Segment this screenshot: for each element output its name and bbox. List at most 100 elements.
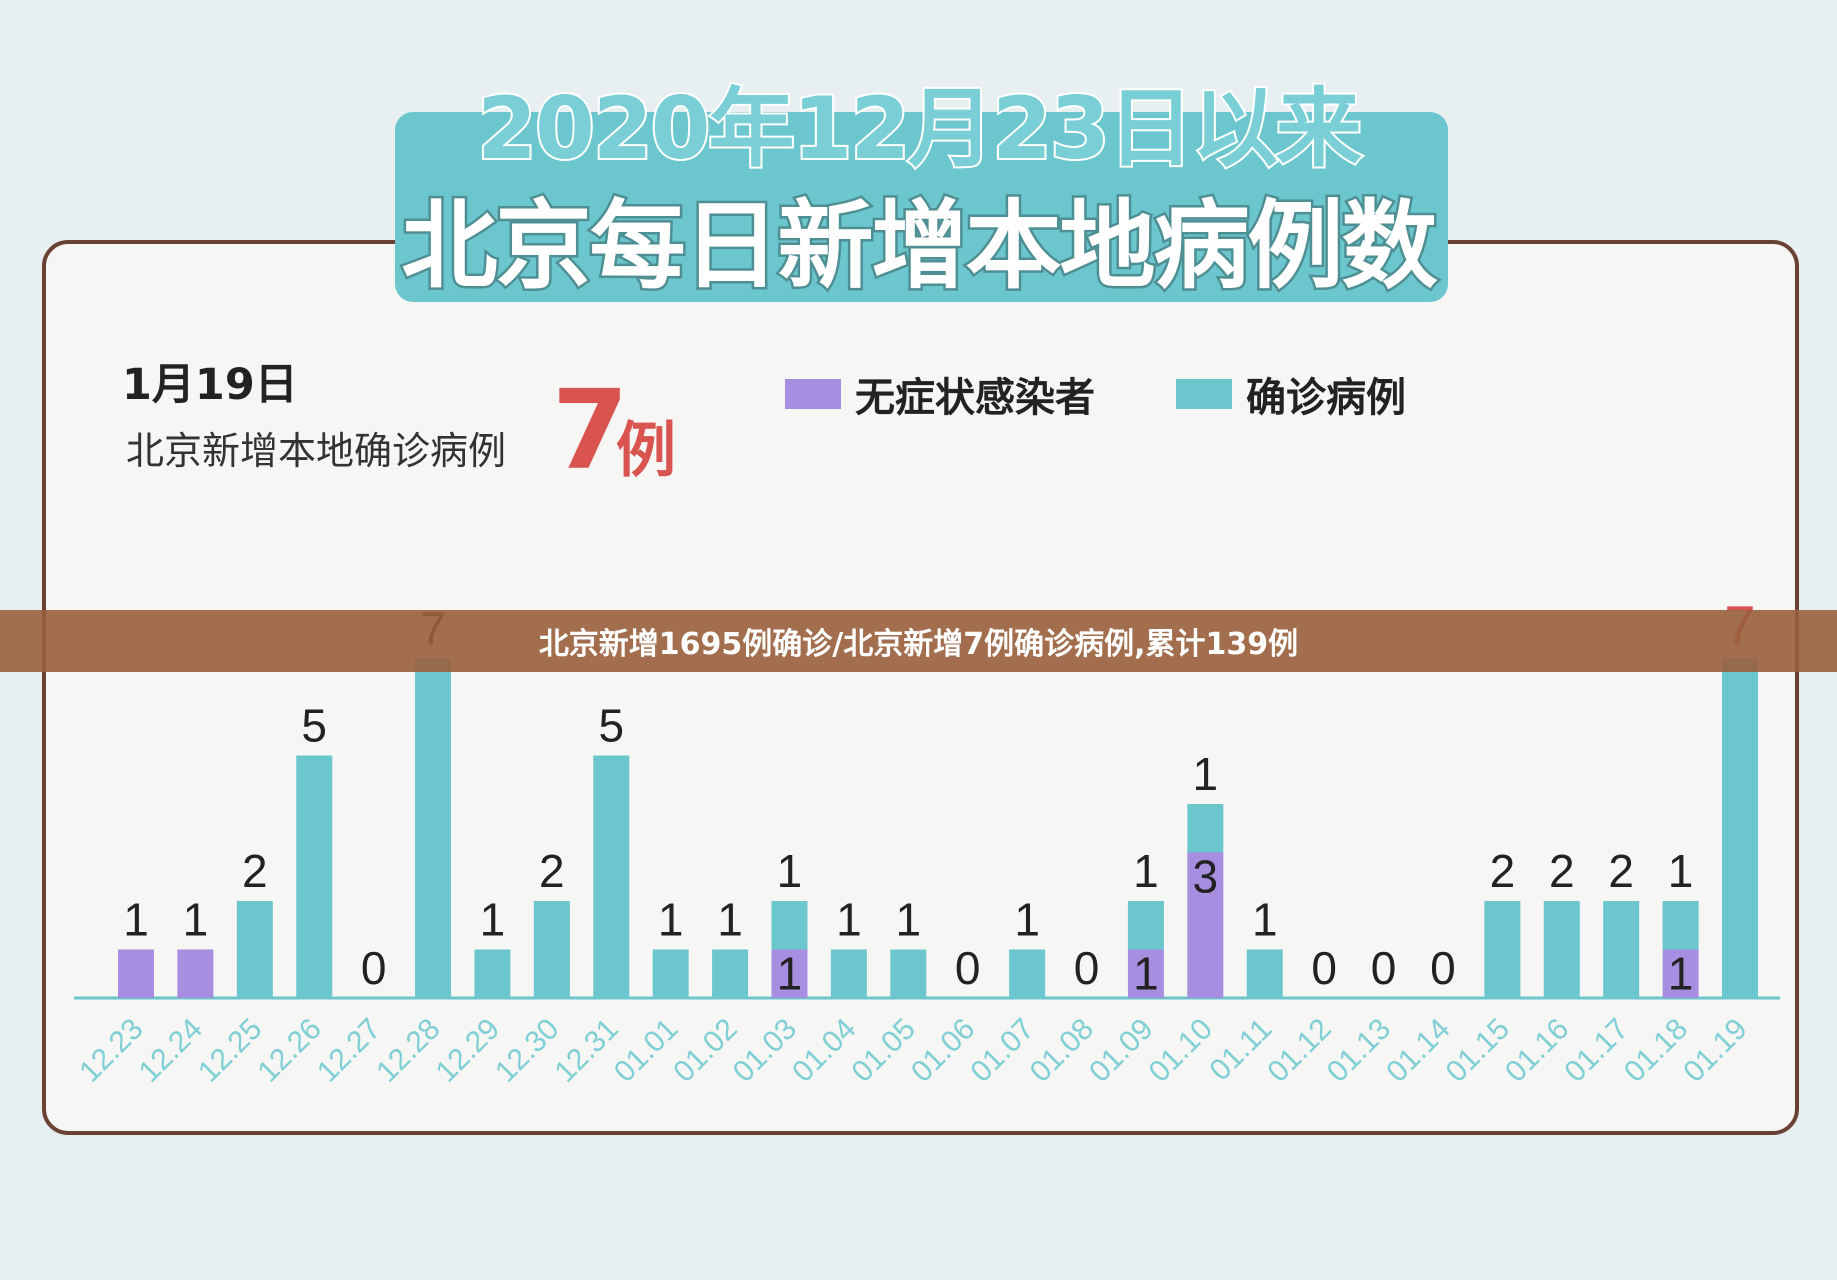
bar-confirmed-01.03	[771, 901, 808, 950]
bar-confirmed-01.18	[1662, 901, 1699, 950]
label-confirmed-01.02: 1	[717, 894, 743, 946]
x-tick-01.12: 01.12	[1261, 1012, 1337, 1088]
x-tick-12.24: 12.24	[133, 1012, 209, 1088]
label-confirmed-01.18: 1	[1668, 845, 1694, 897]
label-confirmed-01.12: 0	[1311, 942, 1337, 994]
label-confirmed-01.14: 0	[1430, 942, 1456, 994]
bar-confirmed-01.09	[1127, 901, 1164, 950]
label-confirmed-01.09: 1	[1133, 845, 1159, 897]
x-tick-01.17: 01.17	[1558, 1012, 1634, 1088]
label-confirmed-12.26: 5	[301, 700, 327, 752]
label-asymptomatic-01.10: 3	[1193, 851, 1219, 903]
label-confirmed-01.04: 1	[836, 894, 862, 946]
x-tick-12.23: 12.23	[73, 1012, 149, 1088]
x-tick-01.19: 01.19	[1677, 1012, 1753, 1088]
label-asymptomatic-01.03: 1	[777, 948, 803, 1000]
legend-item-asymptomatic: 无症状感染者	[785, 365, 1095, 423]
bar-asymptomatic-01.03	[771, 949, 808, 998]
x-tick-01.09: 01.09	[1083, 1012, 1159, 1088]
label-confirmed-12.30: 2	[539, 845, 565, 897]
bar-asymptomatic-01.09	[1127, 949, 1164, 998]
label-confirmed-01.07: 1	[1014, 894, 1040, 946]
x-tick-01.07: 01.07	[964, 1012, 1040, 1088]
bar-asymptomatic-12.24	[177, 949, 214, 998]
info-date: 1月19日	[122, 360, 298, 410]
x-tick-12.28: 12.28	[370, 1012, 446, 1088]
bar-confirmed-01.02	[712, 949, 749, 998]
bar-confirmed-01.17	[1603, 901, 1640, 998]
x-tick-12.25: 12.25	[192, 1012, 268, 1088]
label-asymptomatic-12.24: 1	[183, 894, 209, 946]
label-confirmed-01.01: 1	[658, 894, 684, 946]
x-tick-01.18: 01.18	[1618, 1012, 1694, 1088]
news-banner-text: 北京新增1695例确诊/北京新增7例确诊病例,累计139例	[538, 627, 1299, 662]
bar-confirmed-01.16	[1543, 901, 1580, 998]
bar-confirmed-12.28	[415, 658, 452, 998]
bar-confirmed-01.01	[652, 949, 689, 998]
label-confirmed-01.13: 0	[1371, 942, 1397, 994]
x-tick-01.03: 01.03	[727, 1012, 803, 1088]
label-confirmed-01.05: 1	[895, 894, 921, 946]
label-confirmed-12.29: 1	[480, 894, 506, 946]
label-confirmed-01.17: 2	[1608, 845, 1634, 897]
bar-asymptomatic-01.18	[1662, 949, 1699, 998]
label-confirmed-01.03: 1	[777, 845, 803, 897]
label-confirmed-01.15: 2	[1490, 845, 1516, 897]
bar-asymptomatic-12.23	[118, 949, 154, 998]
title-box	[395, 112, 1448, 302]
label-asymptomatic-01.09: 1	[1133, 948, 1159, 1000]
info-label: 北京新增本地确诊病例	[126, 429, 507, 473]
info-value: 7	[552, 366, 629, 494]
label-confirmed-01.06: 0	[955, 942, 981, 994]
label-confirmed-12.31: 5	[598, 700, 624, 752]
bar-confirmed-01.11	[1246, 949, 1283, 998]
legend-swatch-asymptomatic	[785, 379, 841, 409]
label-confirmed-12.27: 0	[361, 942, 387, 994]
label-asymptomatic-01.18: 1	[1668, 948, 1694, 1000]
legend-label-confirmed: 确诊病例	[1246, 375, 1406, 421]
bar-confirmed-12.25	[236, 901, 273, 998]
label-confirmed-01.08: 0	[1074, 942, 1100, 994]
legend-swatch-confirmed	[1176, 379, 1232, 409]
x-tick-01.16: 01.16	[1499, 1012, 1575, 1088]
label-confirmed-12.25: 2	[242, 845, 268, 897]
title-line1: 2020年12月23日以来	[475, 77, 1364, 181]
label-confirmed-01.16: 2	[1549, 845, 1575, 897]
x-tick-01.11: 01.11	[1204, 1012, 1279, 1087]
x-tick-01.15: 01.15	[1440, 1012, 1516, 1088]
x-tick-12.29: 12.29	[430, 1012, 506, 1088]
legend-label-asymptomatic: 无症状感染者	[855, 375, 1095, 421]
x-tick-12.27: 12.27	[311, 1012, 387, 1088]
bar-confirmed-01.04	[830, 949, 867, 998]
news-banner: 北京新增1695例确诊/北京新增7例确诊病例,累计139例	[0, 610, 1837, 672]
info-unit: 例	[616, 416, 676, 486]
bar-confirmed-12.26	[296, 755, 333, 998]
bar-confirmed-12.30	[533, 901, 570, 998]
x-tick-01.08: 01.08	[1024, 1012, 1100, 1088]
x-tick-01.04: 01.04	[786, 1012, 862, 1088]
bar-confirmed-01.10	[1187, 804, 1224, 853]
x-tick-01.01: 01.01	[608, 1012, 684, 1088]
label-confirmed-01.11: 1	[1252, 894, 1278, 946]
x-tick-12.26: 12.26	[251, 1012, 327, 1088]
bar-confirmed-12.31	[593, 755, 630, 998]
x-tick-01.13: 01.13	[1321, 1012, 1397, 1088]
x-tick-01.14: 01.14	[1380, 1012, 1456, 1088]
legend-item-confirmed: 确诊病例	[1176, 365, 1406, 423]
bar-confirmed-01.19	[1722, 658, 1758, 998]
x-tick-01.10: 01.10	[1143, 1012, 1219, 1088]
bar-asymptomatic-01.10	[1187, 852, 1224, 998]
bar-confirmed-12.29	[474, 949, 511, 998]
x-tick-12.30: 12.30	[489, 1012, 565, 1088]
title-line2: 北京每日新增本地病例数	[399, 188, 1440, 305]
bar-confirmed-01.15	[1484, 901, 1521, 998]
x-tick-01.05: 01.05	[846, 1012, 922, 1088]
label-confirmed-01.10: 1	[1193, 748, 1219, 800]
x-tick-01.02: 01.02	[667, 1012, 743, 1088]
label-asymptomatic-12.23: 1	[123, 894, 149, 946]
bar-confirmed-01.07	[1009, 949, 1046, 998]
x-tick-12.31: 12.31	[548, 1012, 624, 1088]
x-tick-01.06: 01.06	[905, 1012, 981, 1088]
bar-confirmed-01.05	[890, 949, 927, 998]
